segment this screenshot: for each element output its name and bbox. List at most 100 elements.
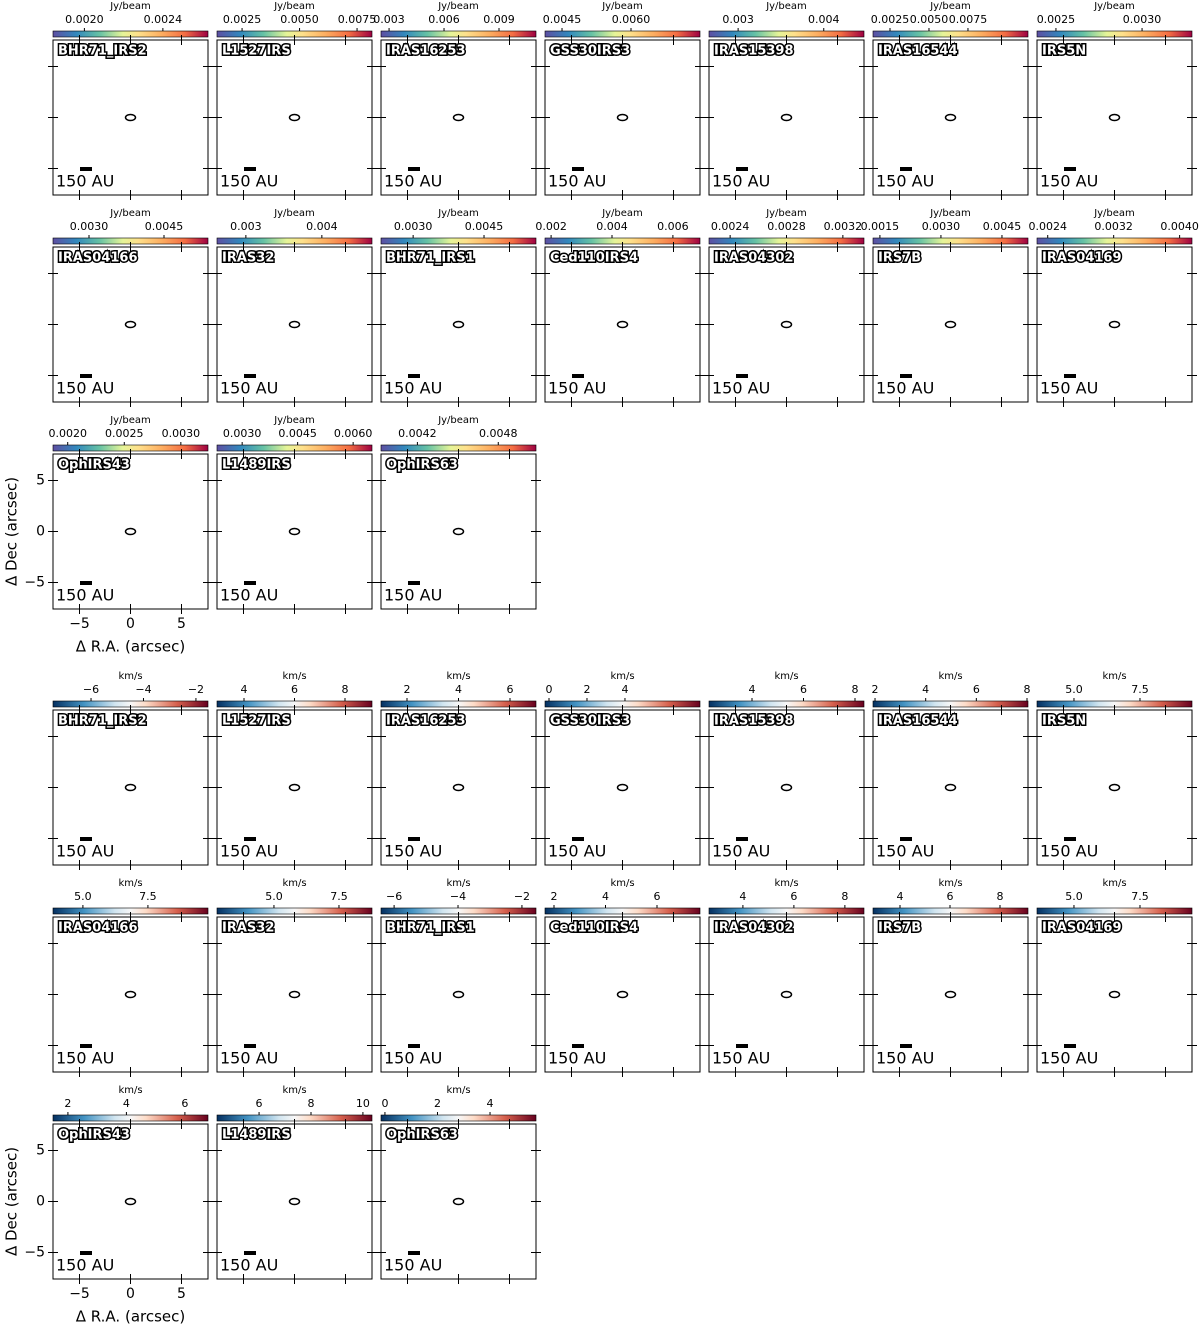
colorbar-unit: Jy/beam bbox=[273, 208, 315, 219]
colorbar-tick-label: 6 bbox=[790, 890, 797, 903]
colorbar-unit: km/s bbox=[282, 671, 306, 682]
contour bbox=[780, 990, 793, 999]
panel: km/s 5.0 7.5 IRAS04169 150 AU bbox=[1032, 878, 1197, 1077]
colorbar-tick-label: 8 bbox=[1023, 683, 1030, 696]
panel-name: Ced110IRS4 bbox=[550, 921, 638, 936]
scale-bar bbox=[736, 167, 748, 171]
contour bbox=[780, 320, 793, 329]
scale-bar-label: 150 AU bbox=[712, 172, 770, 191]
contour bbox=[1108, 990, 1121, 999]
contour bbox=[452, 1197, 465, 1206]
colorbar-unit: Jy/beam bbox=[1093, 208, 1135, 219]
colorbar-tick-label: 0.0025 bbox=[1037, 13, 1076, 26]
contour bbox=[944, 783, 957, 792]
colorbar-unit: Jy/beam bbox=[437, 208, 479, 219]
contour bbox=[452, 113, 465, 122]
colorbar-tick-label: 5.0 bbox=[265, 890, 283, 903]
colorbar-unit: Jy/beam bbox=[601, 1, 643, 12]
panel: Jy/beam 0.0025 0.0050 0.0075 IRAS16544 150 AU bbox=[868, 1, 1033, 200]
colorbar-tick-label: 8 bbox=[307, 1097, 314, 1110]
scale-bar-label: 150 AU bbox=[876, 172, 934, 191]
y-tick-label: −5 bbox=[24, 1244, 45, 1260]
colorbar-unit: Jy/beam bbox=[109, 208, 151, 219]
contour bbox=[616, 783, 629, 792]
scale-bar-label: 150 AU bbox=[384, 172, 442, 191]
scale-bar bbox=[736, 1044, 748, 1048]
colorbar-tick-label: 4 bbox=[455, 683, 462, 696]
colorbar-tick-label: 8 bbox=[851, 683, 858, 696]
contour bbox=[944, 113, 957, 122]
panel-name: IRS7B bbox=[878, 921, 921, 936]
panel: km/s 5.0 7.5 IRAS04166 150 AU bbox=[48, 878, 213, 1077]
scale-bar-label: 150 AU bbox=[220, 1049, 278, 1068]
colorbar-unit: km/s bbox=[118, 1085, 142, 1096]
colorbar-tick-label: 5.0 bbox=[74, 890, 92, 903]
colorbar-unit: km/s bbox=[774, 878, 798, 889]
x-tick-label: −5 bbox=[69, 1286, 90, 1302]
colorbar-tick-label: 0.004 bbox=[596, 220, 628, 233]
y-tick-label: 5 bbox=[36, 473, 45, 489]
colorbar-unit: Jy/beam bbox=[273, 1, 315, 12]
panel-name: L1489IRS bbox=[222, 458, 291, 473]
contour bbox=[124, 990, 137, 999]
colorbar-unit: km/s bbox=[446, 878, 470, 889]
panel: Jy/beam 0.0024 0.0028 0.0032 IRAS04302 150 AU bbox=[704, 208, 869, 407]
colorbar-tick-label: 0 bbox=[545, 683, 552, 696]
panel: km/s5.0 7.5 IRAS32 150 AU bbox=[212, 878, 377, 1077]
colorbar-tick-label: 0.003 bbox=[722, 13, 754, 26]
panel: Jy/beam 0.0020 0.0024 BHR71_IRS2 150 AU bbox=[48, 1, 213, 200]
colorbar-tick-label: 6 bbox=[973, 683, 980, 696]
colorbar-tick-label: 0.0024 bbox=[1028, 220, 1067, 233]
scale-bar bbox=[900, 837, 912, 841]
x-axis-label: Δ R.A. (arcsec) bbox=[76, 638, 186, 656]
scale-bar bbox=[244, 167, 256, 171]
colorbar-tick-label: 0.0060 bbox=[334, 427, 373, 440]
colorbar-tick-label: 4 bbox=[922, 683, 929, 696]
image-frame bbox=[544, 39, 701, 196]
panel: Jy/beam 0.002 0.004 0.006 Ced110IRS4 150 AU bbox=[535, 208, 705, 407]
colorbar-tick-label: 2 bbox=[404, 683, 411, 696]
image-frame bbox=[216, 916, 373, 1073]
x-tick-label: 0 bbox=[126, 1286, 135, 1302]
panel-name: IRS7B bbox=[878, 251, 921, 266]
y-tick-label: −5 bbox=[24, 574, 45, 590]
scale-bar bbox=[572, 837, 584, 841]
contour bbox=[780, 113, 793, 122]
colorbar-tick-label: −4 bbox=[135, 683, 151, 696]
colorbar-tick-label: 7.5 bbox=[1131, 683, 1149, 696]
panel-name: BHR71_IRS1 bbox=[386, 921, 475, 936]
y-axis-label: Δ Dec (arcsec) bbox=[3, 1147, 21, 1256]
colorbar-unit: km/s bbox=[118, 878, 142, 889]
colorbar-unit: km/s bbox=[282, 878, 306, 889]
contour bbox=[1108, 113, 1121, 122]
scale-bar-label: 150 AU bbox=[548, 1049, 606, 1068]
scale-bar bbox=[80, 1251, 92, 1255]
colorbar-tick-label: 0.0020 bbox=[65, 13, 104, 26]
contour bbox=[1108, 320, 1121, 329]
colorbar-tick-label: 0.002 bbox=[535, 220, 567, 233]
colorbar-tick-label: 0.0028 bbox=[767, 220, 806, 233]
scale-bar bbox=[408, 837, 420, 841]
panel-name: IRS5N bbox=[1042, 44, 1086, 59]
colorbar-tick-label: 0.0025 bbox=[871, 13, 910, 26]
panel-name: OphIRS43 bbox=[58, 1128, 130, 1143]
scale-bar-label: 150 AU bbox=[384, 379, 442, 398]
colorbar-unit: km/s bbox=[774, 671, 798, 682]
panel-name: L1527IRS bbox=[222, 714, 291, 729]
panel: Jy/beam 0.0015 0.0030 0.0045 IRS7B 150 AU bbox=[861, 208, 1033, 407]
y-tick-label: 0 bbox=[36, 524, 45, 540]
panel-name: GSS30IRS3 bbox=[550, 714, 630, 729]
scale-bar-label: 150 AU bbox=[1040, 172, 1098, 191]
scale-bar bbox=[80, 374, 92, 378]
panel: Jy/beam 0.003 0.006 0.009 IRAS16253 150 AU bbox=[373, 1, 541, 200]
colorbar-tick-label: 0.0025 bbox=[105, 427, 144, 440]
panel-name: IRAS15398 bbox=[714, 714, 794, 729]
colorbar-tick-label: 7.5 bbox=[139, 890, 157, 903]
colorbar-tick-label: 4 bbox=[748, 683, 755, 696]
colorbar-tick-label: 0.0045 bbox=[145, 220, 184, 233]
colorbar-tick-label: 0.0024 bbox=[144, 13, 183, 26]
contour bbox=[452, 320, 465, 329]
panel: km/s −6 −4 −2 BHR71_IRS1 150 AU bbox=[376, 878, 541, 1077]
